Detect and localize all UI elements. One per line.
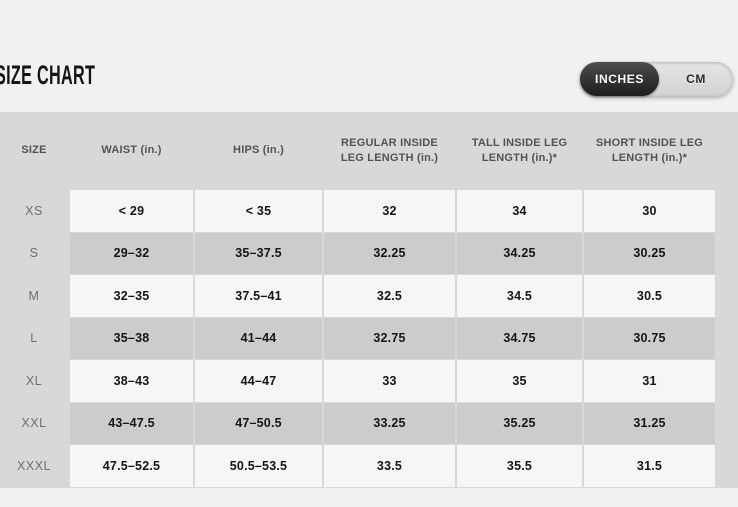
column-header-hips: HIPS (in.): [233, 144, 284, 157]
table-cell: 32–35: [70, 275, 193, 317]
table-cell: < 35: [195, 190, 322, 232]
column-header-waist: WAIST (in.): [101, 144, 162, 157]
table-cell: 47.5–52.5: [70, 445, 193, 487]
table-cell: 50.5–53.5: [195, 445, 322, 487]
table-cell: 34.25: [457, 232, 582, 274]
table-cell: 32.5: [324, 275, 455, 317]
size-label: XXXL: [17, 458, 51, 473]
table-row: M 32–35 37.5–41 32.5 34.5 30.5: [0, 275, 738, 317]
table-row: XXXL 47.5–52.5 50.5–53.5 33.5 35.5 31.5: [0, 445, 738, 487]
inches-toggle-button[interactable]: INCHES: [580, 62, 659, 96]
size-label: XS: [25, 203, 43, 218]
column-header-tall-inside-leg: TALL INSIDE LEG LENGTH (in.)*: [471, 136, 568, 164]
table-cell: 35.25: [457, 402, 582, 444]
table-cell: 32.25: [324, 232, 455, 274]
size-table: SIZE WAIST (in.) HIPS (in.) REGULAR INSI…: [0, 112, 738, 488]
table-cell: 43–47.5: [70, 402, 193, 444]
table-cell: 35: [457, 360, 582, 402]
table-cell: 31: [584, 360, 715, 402]
table-cell: 30.25: [584, 232, 715, 274]
size-label: XXL: [21, 416, 47, 431]
table-row: XL 38–43 44–47 33 35 31: [0, 360, 738, 402]
table-cell: 31.5: [584, 445, 715, 487]
unit-toggle: INCHES CM: [580, 62, 733, 96]
column-header-size: SIZE: [21, 144, 47, 157]
table-cell: 37.5–41: [195, 275, 322, 317]
table-header-row: SIZE WAIST (in.) HIPS (in.) REGULAR INSI…: [0, 112, 738, 190]
size-label: L: [30, 331, 38, 346]
table-cell: 35–38: [70, 317, 193, 359]
size-label: M: [28, 288, 40, 303]
table-cell: 30.75: [584, 317, 715, 359]
table-cell: 32.75: [324, 317, 455, 359]
page-title: SIZE CHART: [0, 60, 96, 90]
table-cell: 34.75: [457, 317, 582, 359]
table-cell: 35.5: [457, 445, 582, 487]
table-cell: < 29: [70, 190, 193, 232]
column-header-regular-inside-leg: REGULAR INSIDE LEG LENGTH (in.): [340, 136, 439, 164]
table-cell: 32: [324, 190, 455, 232]
table-cell: 29–32: [70, 232, 193, 274]
size-label: S: [29, 246, 39, 261]
table-row: S 29–32 35–37.5 32.25 34.25 30.25: [0, 232, 738, 274]
table-row: L 35–38 41–44 32.75 34.75 30.75: [0, 317, 738, 359]
table-cell: 30: [584, 190, 715, 232]
table-cell: 31.25: [584, 402, 715, 444]
table-cell: 44–47: [195, 360, 322, 402]
cm-toggle-button[interactable]: CM: [686, 72, 706, 86]
table-row: XXL 43–47.5 47–50.5 33.25 35.25 31.25: [0, 402, 738, 444]
table-cell: 41–44: [195, 317, 322, 359]
table-body: XS < 29 < 35 32 34 30 S 29–32 35–37.5 32.25 34.25 3…: [0, 190, 738, 487]
table-cell: 34: [457, 190, 582, 232]
table-cell: 38–43: [70, 360, 193, 402]
table-cell: 47–50.5: [195, 402, 322, 444]
table-cell: 35–37.5: [195, 232, 322, 274]
size-label: XL: [25, 373, 43, 388]
table-cell: 33: [324, 360, 455, 402]
column-header-short-inside-leg: SHORT INSIDE LEG LENGTH (in.)*: [595, 136, 704, 164]
table-cell: 33.5: [324, 445, 455, 487]
table-row: XS < 29 < 35 32 34 30: [0, 190, 738, 232]
table-cell: 34.5: [457, 275, 582, 317]
table-cell: 33.25: [324, 402, 455, 444]
table-cell: 30.5: [584, 275, 715, 317]
